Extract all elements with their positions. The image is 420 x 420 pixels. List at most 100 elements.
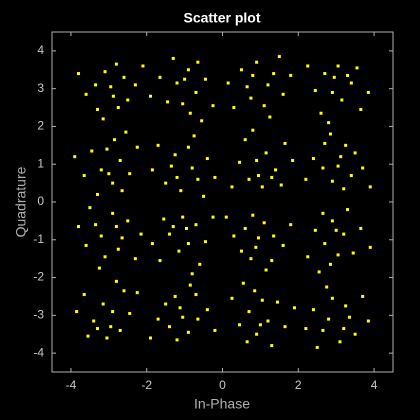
point xyxy=(306,255,310,259)
point xyxy=(126,219,130,223)
point xyxy=(232,106,236,110)
point xyxy=(175,175,179,179)
point xyxy=(264,151,268,155)
point xyxy=(272,234,276,238)
point xyxy=(211,104,215,108)
point xyxy=(186,68,190,72)
point xyxy=(133,83,137,87)
point xyxy=(347,315,351,319)
point xyxy=(342,232,346,236)
point xyxy=(116,106,120,110)
point xyxy=(328,262,332,266)
point xyxy=(194,293,198,297)
point xyxy=(135,145,139,149)
point xyxy=(181,215,185,219)
point xyxy=(158,75,162,79)
point xyxy=(328,132,332,136)
point xyxy=(162,217,166,221)
point xyxy=(186,242,190,246)
point xyxy=(90,149,94,153)
point xyxy=(272,72,276,76)
point xyxy=(253,289,257,293)
point xyxy=(304,327,308,331)
point xyxy=(186,330,190,334)
point xyxy=(344,143,348,147)
point xyxy=(97,266,101,270)
point xyxy=(99,168,103,172)
point xyxy=(188,111,192,115)
point xyxy=(336,64,340,68)
point xyxy=(342,187,346,191)
point xyxy=(224,215,228,219)
point xyxy=(243,138,247,142)
point xyxy=(192,134,196,138)
point xyxy=(323,242,327,246)
point xyxy=(77,225,81,229)
point xyxy=(361,166,365,170)
point xyxy=(247,177,251,181)
point xyxy=(251,213,255,217)
point xyxy=(256,174,260,178)
point xyxy=(122,75,126,79)
point xyxy=(289,73,293,77)
y-tick-label: 2 xyxy=(37,119,44,133)
plot-area xyxy=(52,32,393,372)
point xyxy=(113,138,117,142)
point xyxy=(268,115,272,119)
point xyxy=(105,336,109,340)
point xyxy=(190,272,194,276)
point xyxy=(181,315,185,319)
point xyxy=(103,70,107,74)
point xyxy=(173,153,177,157)
point xyxy=(194,223,198,227)
point xyxy=(111,310,115,314)
point xyxy=(158,259,162,263)
point xyxy=(171,56,175,60)
point xyxy=(346,73,350,77)
point xyxy=(249,257,253,261)
chart-title: Scatter plot xyxy=(183,10,260,26)
point xyxy=(327,121,331,125)
point xyxy=(306,64,310,68)
point xyxy=(258,323,262,327)
point xyxy=(317,270,321,274)
point xyxy=(325,285,329,289)
point xyxy=(156,143,160,147)
point xyxy=(366,90,370,94)
point xyxy=(73,155,77,159)
point xyxy=(205,157,209,161)
point xyxy=(86,334,90,338)
point xyxy=(92,319,96,323)
point xyxy=(270,344,274,348)
point xyxy=(177,249,181,253)
point xyxy=(277,55,281,59)
point xyxy=(141,64,145,68)
point xyxy=(230,185,234,189)
point xyxy=(255,158,259,162)
point xyxy=(349,81,353,85)
point xyxy=(291,158,295,162)
point xyxy=(243,226,247,230)
point xyxy=(181,102,185,106)
point xyxy=(330,296,334,300)
point xyxy=(245,85,249,89)
point xyxy=(266,83,270,87)
point xyxy=(336,253,340,257)
point xyxy=(255,332,259,336)
point xyxy=(107,172,111,176)
point xyxy=(77,72,81,76)
point xyxy=(186,145,190,149)
point xyxy=(368,245,372,249)
point xyxy=(339,155,343,159)
point xyxy=(238,160,242,164)
point xyxy=(238,323,242,327)
point xyxy=(351,251,355,255)
point xyxy=(111,94,115,98)
point xyxy=(169,164,173,168)
y-tick-label: -2 xyxy=(33,270,44,284)
point xyxy=(292,306,296,310)
point xyxy=(128,311,132,315)
x-tick-label: -2 xyxy=(141,378,152,392)
point xyxy=(124,130,128,134)
point xyxy=(149,94,153,98)
